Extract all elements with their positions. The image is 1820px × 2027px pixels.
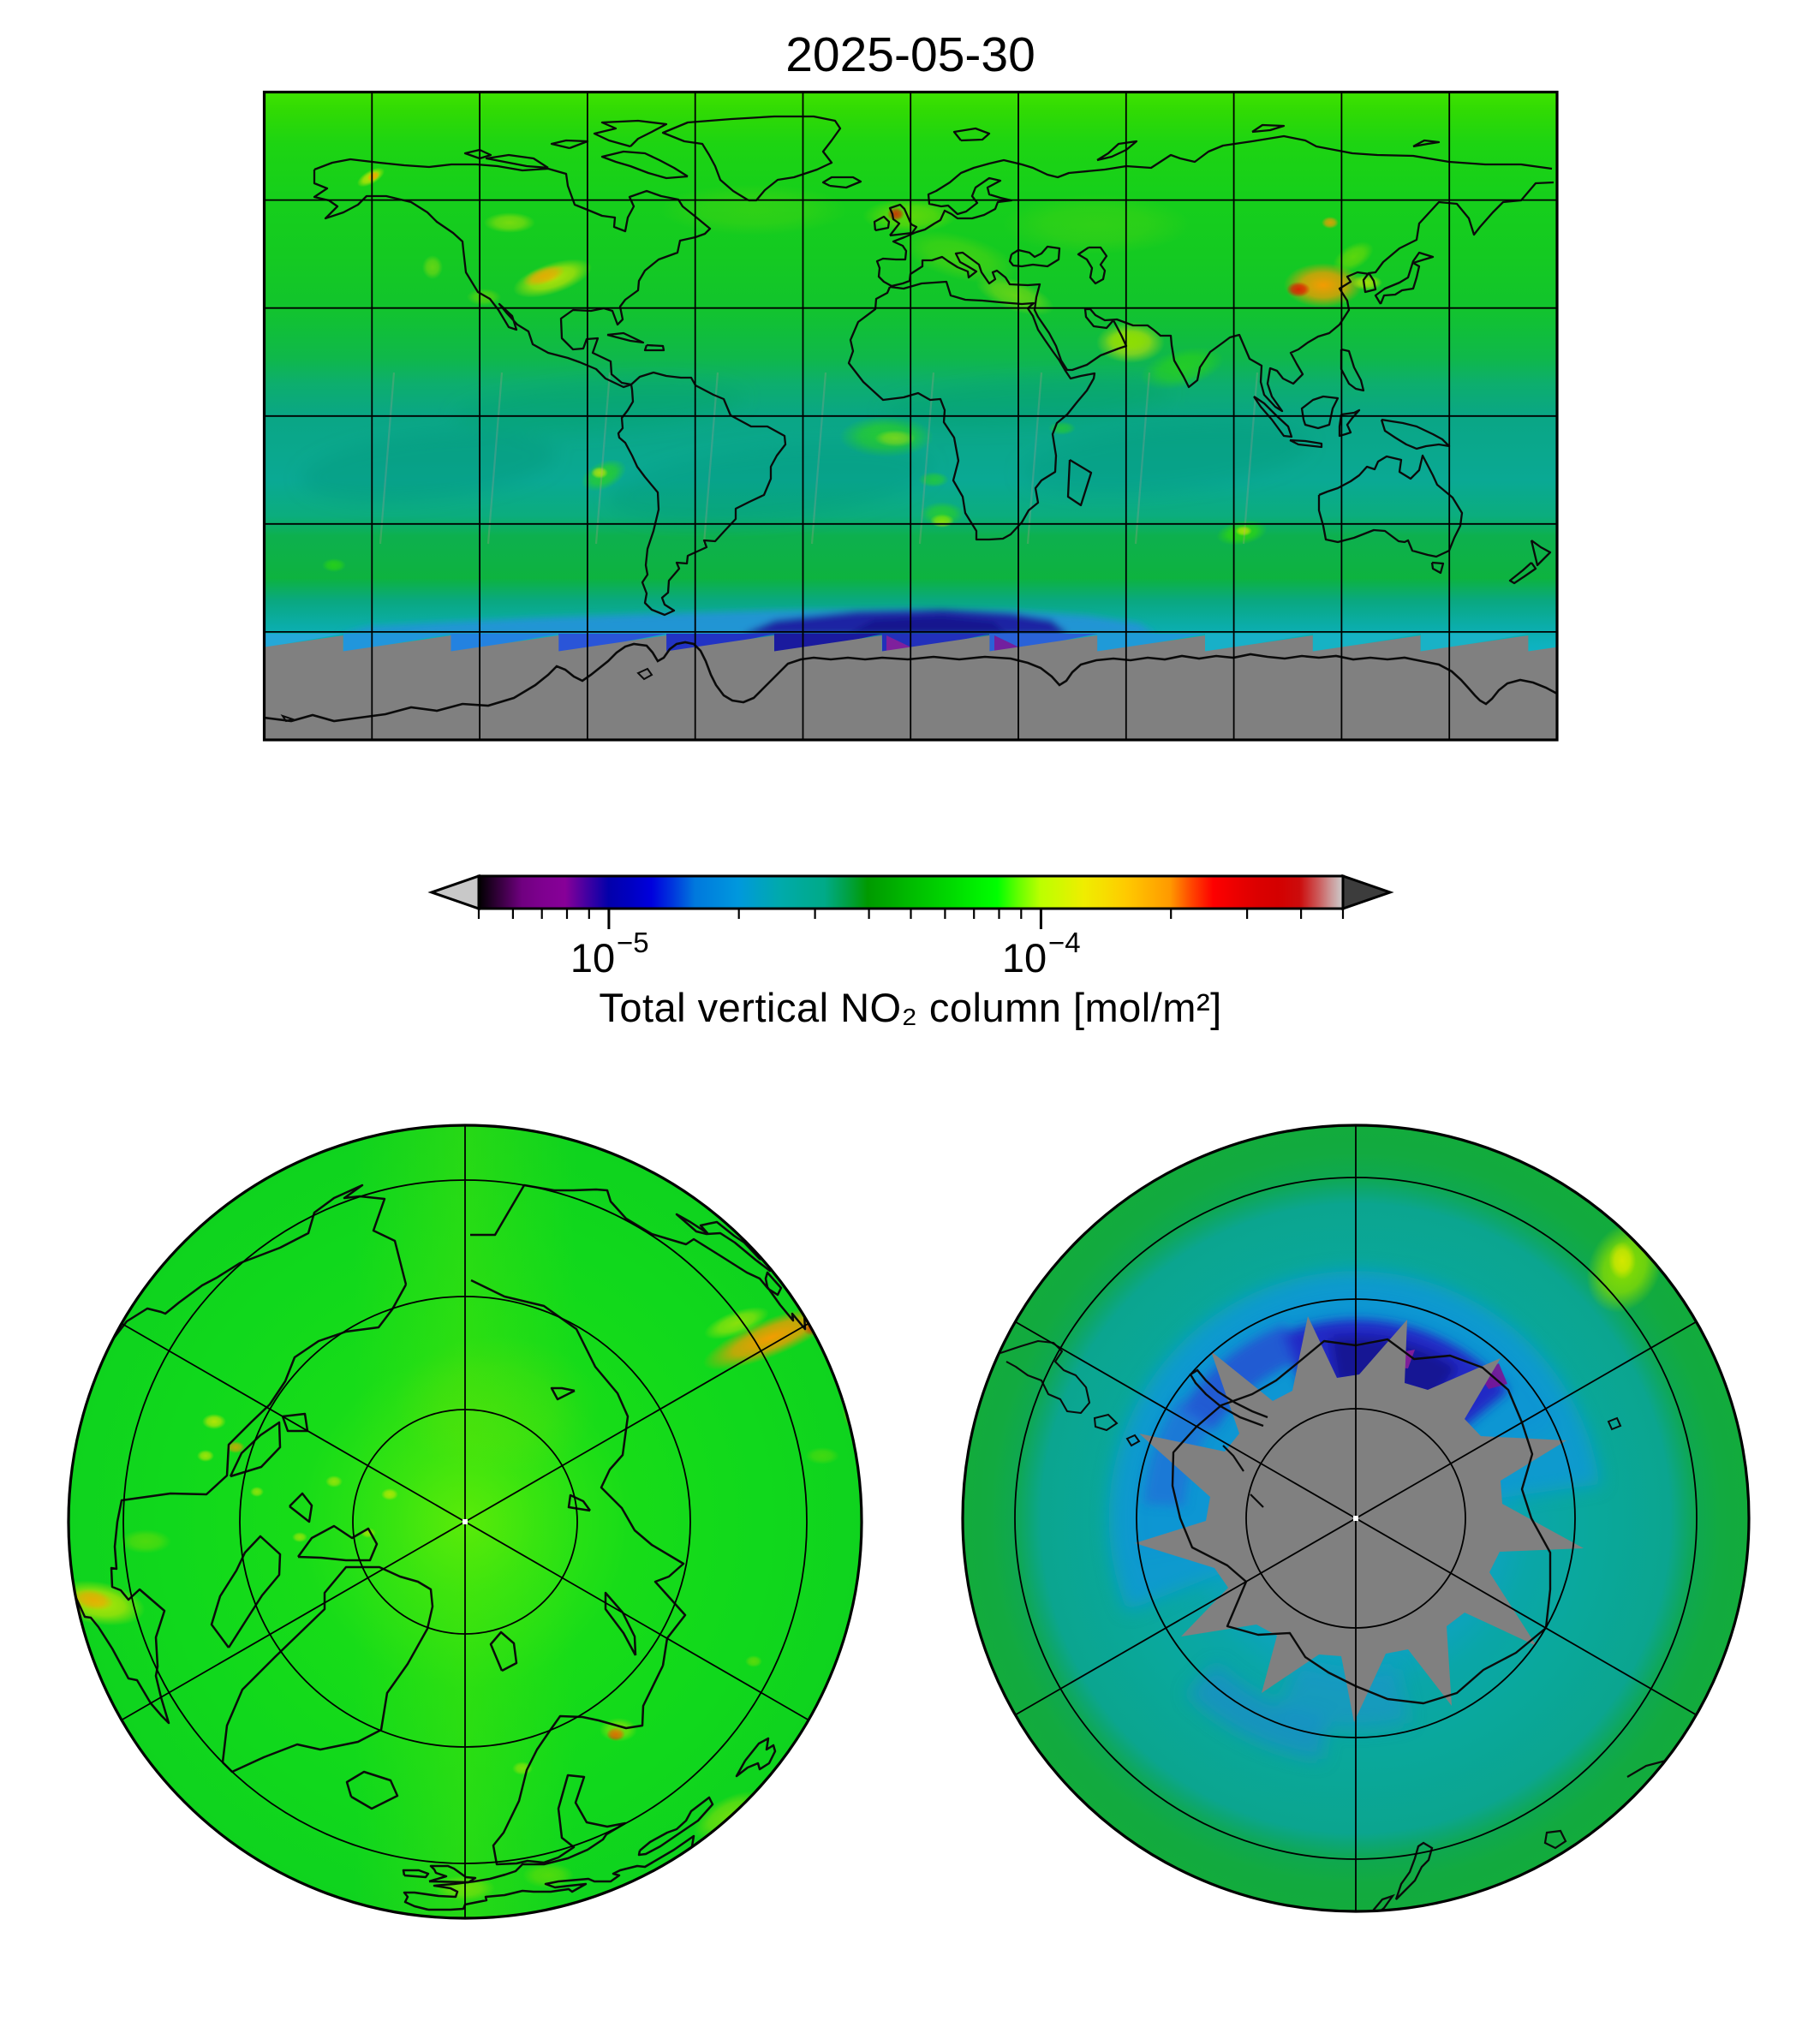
svg-text:−5: −5 — [617, 927, 649, 958]
svg-text:Total vertical NO₂ column [mol: Total vertical NO₂ column [mol/m²] — [599, 985, 1221, 1030]
svg-text:10: 10 — [570, 935, 615, 981]
svg-text:−4: −4 — [1048, 927, 1081, 958]
svg-text:10: 10 — [1002, 935, 1047, 981]
svg-text:2025-05-30: 2025-05-30 — [785, 27, 1035, 82]
